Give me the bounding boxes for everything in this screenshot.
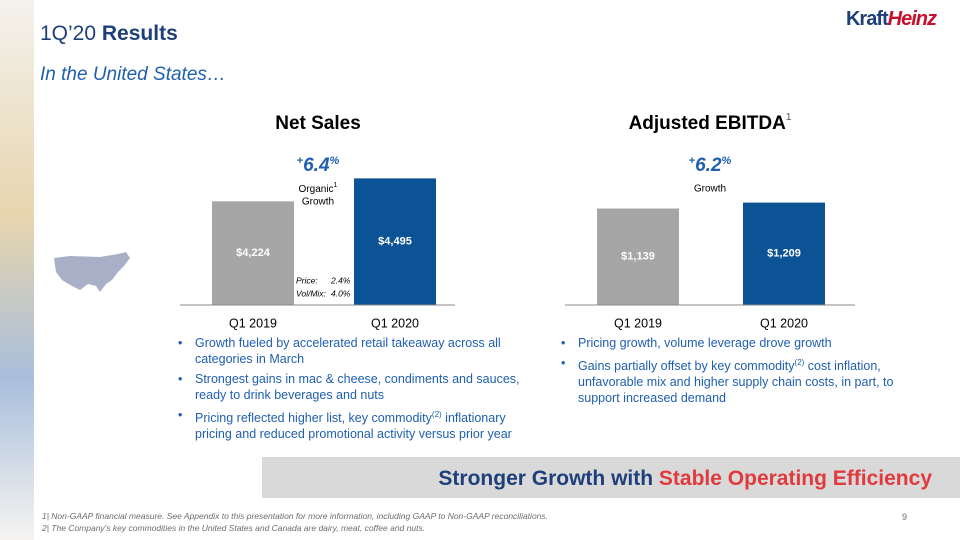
bullet-text: Growth fueled by accelerated retail take… xyxy=(195,336,501,366)
logo-heinz: Heinz xyxy=(887,8,937,30)
bar xyxy=(212,201,294,305)
bar xyxy=(743,202,825,305)
footnote: 1| Non-GAAP financial measure. See Appen… xyxy=(42,511,549,521)
bullet-note: (2) xyxy=(794,358,805,367)
category-label: Q1 2020 xyxy=(371,316,419,330)
growth-sign: + xyxy=(297,155,304,167)
title: 1Q’20 Results xyxy=(40,22,178,46)
bullet: Gains partially offset by key commodity(… xyxy=(558,355,918,406)
bullet-list: Growth fueled by accelerated retail take… xyxy=(175,335,535,446)
value-label: $4,495 xyxy=(378,236,412,248)
growth-value: 6.2 xyxy=(695,155,722,176)
bar xyxy=(354,178,436,305)
footnote: 2| The Company's key commodities in the … xyxy=(42,523,426,533)
side-image xyxy=(0,0,34,540)
banner: Stronger Growth with Stable Operating Ef… xyxy=(262,457,960,498)
title-text: 1Q’20 xyxy=(40,22,97,45)
growth: +6.2% xyxy=(689,155,732,176)
logo-kraft: Kraft xyxy=(845,8,889,30)
growth-value: 6.4 xyxy=(303,155,330,176)
title-bold: Results xyxy=(101,22,178,45)
annotation-value: 2.4% xyxy=(330,275,351,285)
bullet: Pricing reflected higher list, key commo… xyxy=(175,407,535,442)
value-label: $4,224 xyxy=(236,247,271,259)
growth-unit: % xyxy=(330,155,340,167)
bullet-text: Pricing reflected higher list, key commo… xyxy=(195,411,432,426)
banner-highlight: Stable Operating Efficiency xyxy=(658,467,932,490)
bullet-note: (2) xyxy=(431,410,442,419)
bullet-text: Gains partially offset by key commodity xyxy=(578,359,795,374)
page-number: 9 xyxy=(902,512,908,522)
value-label: $1,209 xyxy=(767,248,801,260)
annotation-label: Vol/Mix: xyxy=(296,288,327,298)
growth-caption: Growth xyxy=(694,184,726,195)
growth: +6.4% xyxy=(297,155,340,176)
growth-unit: % xyxy=(722,155,732,167)
us-map xyxy=(54,252,130,292)
bullet-text: Strongest gains in mac & cheese, condime… xyxy=(195,372,520,402)
bullet: Pricing growth, volume leverage drove gr… xyxy=(558,335,918,351)
bullet-list: Pricing growth, volume leverage drove gr… xyxy=(558,335,918,410)
growth-sign: + xyxy=(689,155,696,167)
category-label: Q1 2020 xyxy=(760,316,808,330)
chart-title: Net Sales xyxy=(275,113,361,134)
category-label: Q1 2019 xyxy=(229,316,277,330)
annotation-value: 4.0% xyxy=(331,288,351,298)
bar xyxy=(597,208,679,305)
banner-text: Stronger Growth with xyxy=(438,467,659,490)
bullet-text: Pricing growth, volume leverage drove gr… xyxy=(578,336,832,350)
annotation-label: Price: xyxy=(296,275,318,285)
title-text: Adjusted EBITDA xyxy=(629,113,787,134)
title-text: Net Sales xyxy=(275,113,361,134)
subtitle: In the United States… xyxy=(40,64,226,85)
title-note: 1 xyxy=(786,112,792,123)
footnotes: 1| Non-GAAP financial measure. See Appen… xyxy=(42,510,548,534)
bullet: Growth fueled by accelerated retail take… xyxy=(175,335,535,367)
chart-title: Adjusted EBITDA1 xyxy=(629,112,792,134)
bullet-text: inflationary pricing and reduced promoti… xyxy=(195,411,512,442)
caption-note: 1 xyxy=(334,182,338,189)
value-label: $1,139 xyxy=(621,251,655,263)
growth-caption: Organic1 xyxy=(299,182,338,195)
bullet-text: cost inflation, unfavorable mix and high… xyxy=(578,359,894,406)
logo: KraftHeinz xyxy=(845,8,937,31)
caption-text: Organic xyxy=(299,184,334,195)
bullet: Strongest gains in mac & cheese, condime… xyxy=(175,371,535,403)
growth-caption: Growth xyxy=(302,197,334,208)
category-label: Q1 2019 xyxy=(614,316,662,330)
